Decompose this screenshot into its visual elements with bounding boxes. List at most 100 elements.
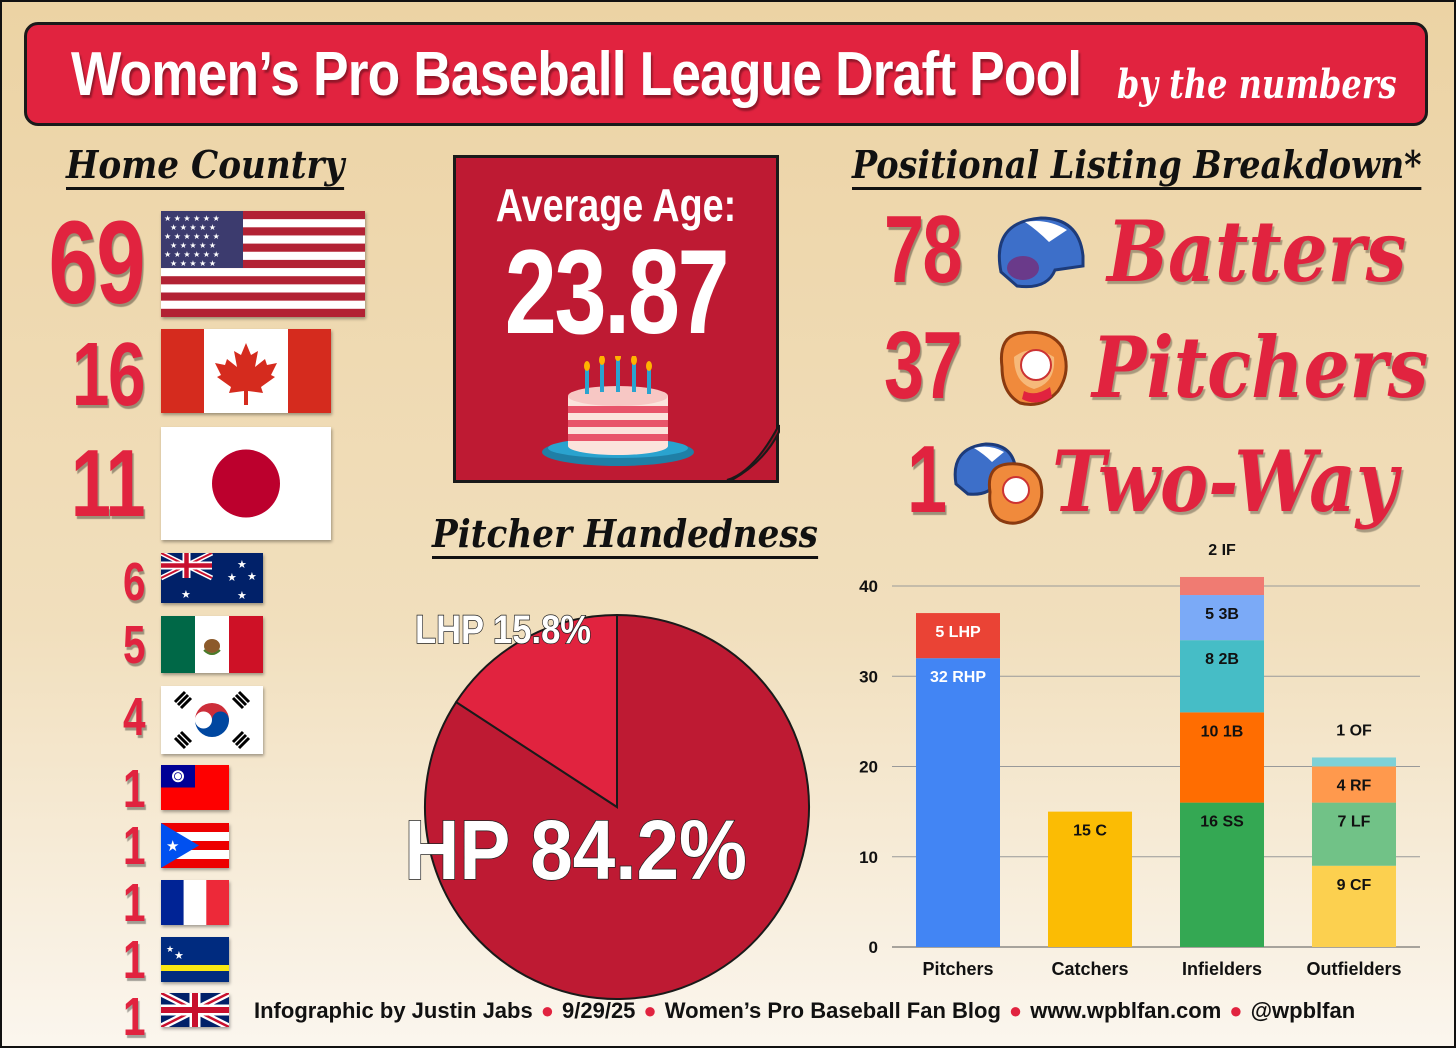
sticky-note-curl [726, 424, 780, 481]
y-tick-label: 10 [859, 848, 878, 867]
helmet-and-glove-icon [953, 442, 1044, 525]
baseball-glove-icon [999, 330, 1068, 406]
bar-segment [1312, 766, 1396, 803]
x-category-label: Infielders [1182, 959, 1262, 979]
bar-segment [1180, 802, 1264, 947]
bar-segment [1048, 811, 1132, 947]
footer-dot: ● [540, 998, 555, 1023]
svg-text:★ ★ ★ ★ ★ ★: ★ ★ ★ ★ ★ ★ [164, 232, 220, 241]
bar-segment [1312, 757, 1396, 767]
title-banner: Women’s Pro Baseball League Draft Pool b… [24, 22, 1428, 126]
taiwan-flag [161, 765, 229, 810]
bar-data-label: 2 IF [1208, 542, 1236, 559]
svg-text:★: ★ [247, 570, 257, 583]
batters-count: 78 [884, 196, 963, 303]
pitcher-handedness-heading: Pitcher Handedness [432, 514, 818, 559]
two-way-label: Two-Way [1052, 432, 1398, 531]
svg-text:★: ★ [237, 589, 247, 602]
average-age-card: Average Age: 23.87 [453, 155, 779, 483]
page-subtitle: by the numbers [1117, 61, 1397, 108]
australia-flag: ★★★ ★★ [161, 553, 263, 603]
mexico-flag [161, 616, 263, 673]
bar-data-label: 9 CF [1337, 877, 1372, 894]
footer-date: 9/29/25 [562, 998, 636, 1023]
average-age-label: Average Age: [495, 179, 737, 231]
positions-bar-chart: 0 10 20 30 40 32 RHP 5 LHP 15 C 16 SS 10 1B 8 2B 5… [859, 542, 1420, 979]
y-tick-label: 40 [859, 577, 878, 596]
svg-text:★: ★ [181, 588, 191, 601]
bar-data-label: 16 SS [1200, 814, 1244, 831]
bar-segment [1180, 712, 1264, 803]
south-korea-flag [161, 686, 263, 754]
canada-flag [161, 329, 331, 413]
bar-data-label: 1 OF [1336, 722, 1372, 739]
country-count-uk: 1 [122, 987, 146, 1047]
country-count-curacao: 1 [122, 930, 146, 990]
handedness-pie-chart: LHP 15.8% RHP 84.2% [407, 607, 810, 1000]
birthday-cake-icon [542, 356, 694, 466]
country-count-france: 1 [122, 873, 146, 933]
country-count-usa: 69 [48, 197, 146, 329]
pie-slice-lhp [454, 613, 618, 809]
footer-dot: ● [1008, 998, 1023, 1023]
bar-data-label: 10 1B [1201, 723, 1244, 740]
bar-segment [1312, 802, 1396, 866]
bar-data-label: 15 C [1073, 823, 1107, 840]
country-count-taiwan: 1 [122, 759, 146, 819]
bar-segment [1312, 865, 1396, 947]
bar-data-label: 7 LF [1338, 814, 1371, 831]
batting-helmet-icon [997, 216, 1085, 289]
bar-segment [1180, 576, 1264, 596]
footer-credits: Infographic by Justin Jabs ● 9/29/25 ● Women… [254, 998, 1355, 1024]
uk-flag [161, 993, 229, 1027]
bar-segment [1180, 595, 1264, 641]
country-count-japan: 11 [70, 430, 146, 537]
footer-website[interactable]: www.wpblfan.com [1030, 998, 1222, 1023]
average-age-value: 23.87 [504, 225, 730, 359]
usa-flag: ★ ★ ★ ★ ★ ★★ ★ ★ ★ ★ ★ ★ ★ ★ ★ ★★ ★ ★ ★ … [161, 211, 365, 317]
footer-blog: Women’s Pro Baseball Fan Blog [664, 998, 1001, 1023]
svg-text:★ ★ ★ ★ ★: ★ ★ ★ ★ ★ [170, 223, 216, 232]
bar-data-label: 4 RF [1337, 778, 1372, 795]
france-flag [161, 880, 229, 925]
bar-data-label: 5 LHP [935, 624, 981, 641]
svg-text:★: ★ [166, 837, 179, 855]
footer-dot: ● [1229, 998, 1243, 1023]
svg-text:★ ★ ★ ★ ★: ★ ★ ★ ★ ★ [170, 259, 216, 268]
positional-heading: Positional Listing Breakdown* [852, 145, 1422, 190]
pie-label-rhp: RHP 84.2% [407, 803, 747, 897]
y-tick-label: 20 [859, 758, 878, 777]
country-count-puerto-rico: 1 [122, 816, 146, 876]
bar-segment [916, 613, 1000, 659]
x-category-label: Catchers [1051, 959, 1128, 979]
svg-text:★: ★ [166, 945, 174, 955]
x-category-label: Pitchers [922, 959, 993, 979]
footer-author: Infographic by Justin Jabs [254, 998, 533, 1023]
svg-text:★ ★ ★ ★ ★ ★: ★ ★ ★ ★ ★ ★ [164, 214, 220, 223]
japan-flag [161, 427, 331, 540]
puerto-rico-flag: ★ [161, 823, 229, 868]
svg-text:★ ★ ★ ★ ★ ★: ★ ★ ★ ★ ★ ★ [164, 250, 220, 259]
footer-handle[interactable]: @wpblfan [1250, 998, 1356, 1023]
svg-text:★: ★ [227, 571, 237, 584]
home-country-heading: Home Country [66, 145, 345, 190]
bar-data-label: 5 3B [1205, 606, 1239, 623]
batters-label: Batters [1107, 202, 1407, 301]
pitchers-label: Pitchers [1092, 318, 1429, 417]
footer-dot: ● [643, 998, 657, 1023]
country-count-south-korea: 4 [122, 687, 146, 747]
bar-data-label: 32 RHP [930, 669, 986, 686]
pie-label-lhp: LHP 15.8% [415, 608, 591, 652]
x-category-label: Outfielders [1306, 959, 1401, 979]
y-tick-label: 30 [859, 667, 878, 686]
country-count-mexico: 5 [122, 615, 146, 675]
svg-text:★ ★ ★ ★ ★: ★ ★ ★ ★ ★ [170, 241, 216, 250]
bar-data-label: 8 2B [1205, 651, 1239, 668]
two-way-count: 1 [907, 426, 947, 533]
y-tick-label: 0 [869, 938, 878, 957]
curacao-flag: ★ ★ [161, 937, 229, 982]
country-count-canada: 16 [71, 325, 146, 425]
bar-segment [916, 658, 1000, 947]
country-count-australia: 6 [122, 552, 146, 612]
